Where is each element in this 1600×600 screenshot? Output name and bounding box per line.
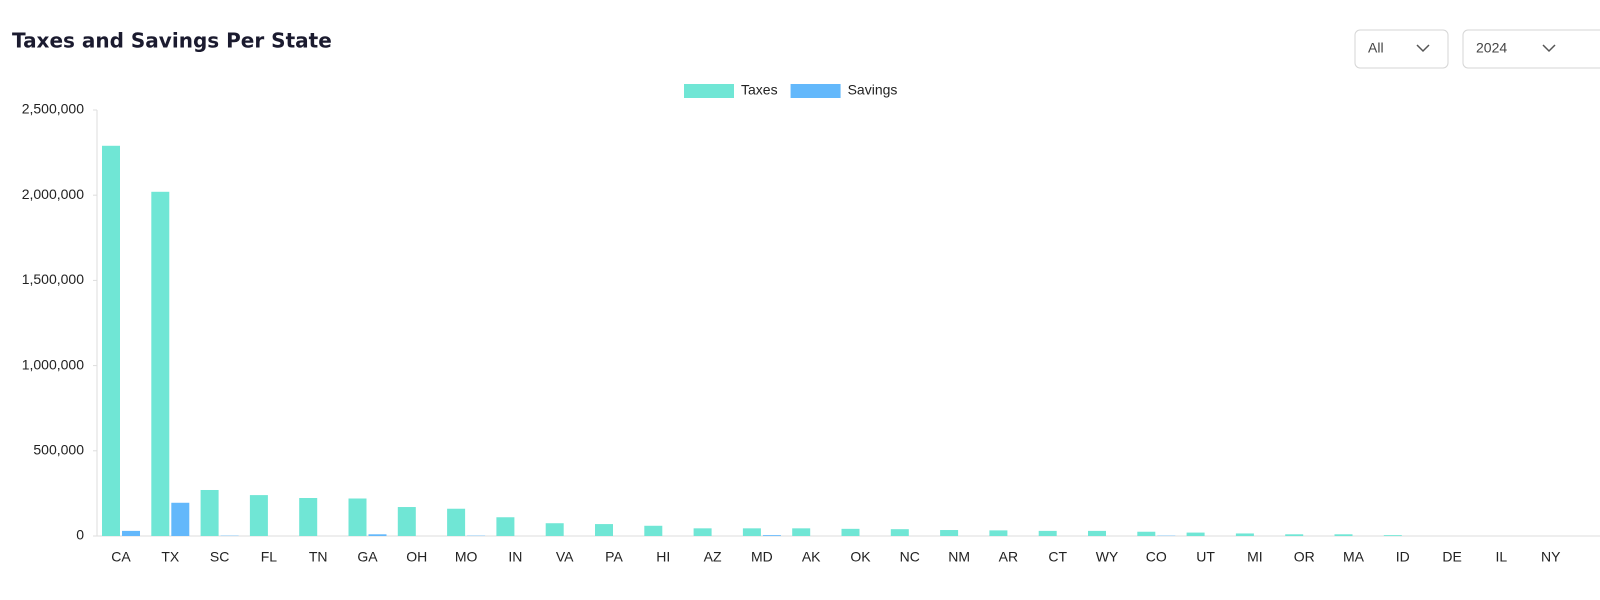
x-tick-label: NM xyxy=(948,549,970,565)
bar xyxy=(841,528,860,536)
x-tick-label: NC xyxy=(900,549,920,565)
x-tick-label: NY xyxy=(1541,549,1561,565)
x-tick-label: AR xyxy=(999,549,1018,565)
bar xyxy=(762,535,781,536)
legend-label: Taxes xyxy=(741,82,778,98)
x-tick-label: CO xyxy=(1146,549,1167,565)
x-tick-label: CA xyxy=(111,549,131,565)
y-tick-label: 2,500,000 xyxy=(22,101,84,117)
legend-swatch xyxy=(790,84,841,98)
x-tick-label: TX xyxy=(161,549,180,565)
bar xyxy=(742,528,761,536)
x-tick-label: MI xyxy=(1247,549,1263,565)
legend-swatch xyxy=(684,84,734,98)
bar xyxy=(890,529,909,536)
bar xyxy=(1088,530,1106,536)
y-tick-label: 1,500,000 xyxy=(22,271,84,287)
legend-label: Savings xyxy=(848,82,898,98)
bar xyxy=(1186,532,1205,536)
x-tick-label: IL xyxy=(1496,549,1508,565)
bar xyxy=(1334,534,1353,536)
x-tick-label: ID xyxy=(1396,549,1410,565)
bar xyxy=(545,523,564,536)
x-tick-label: MD xyxy=(751,549,773,565)
bar xyxy=(397,507,416,536)
bar xyxy=(693,528,712,536)
region-dropdown[interactable]: All xyxy=(1354,29,1449,69)
bar xyxy=(496,517,515,536)
x-tick-label: UT xyxy=(1196,549,1215,565)
bar xyxy=(368,534,387,536)
bar xyxy=(1137,531,1156,536)
bar xyxy=(348,498,367,536)
x-tick-label: AK xyxy=(802,549,821,565)
bar xyxy=(151,191,170,537)
bar xyxy=(122,530,140,536)
x-tick-label: CT xyxy=(1048,549,1067,565)
x-tick-label: DE xyxy=(1442,549,1461,565)
x-tick-label: SC xyxy=(210,549,229,565)
y-tick-label: 1,000,000 xyxy=(22,356,84,372)
y-tick-label: 500,000 xyxy=(33,442,84,458)
x-tick-label: OK xyxy=(850,549,871,565)
x-tick-label: WY xyxy=(1096,549,1119,565)
bar xyxy=(989,530,1008,536)
chevron xyxy=(1416,44,1430,53)
x-tick-label: GA xyxy=(357,549,378,565)
dropdown-box xyxy=(1354,29,1449,69)
y-tick-label: 0 xyxy=(76,527,84,543)
chart-title: Taxes and Savings Per State xyxy=(12,29,332,53)
bar xyxy=(1285,534,1304,536)
year-dropdown[interactable]: 2024 xyxy=(1462,29,1600,69)
x-tick-label: IN xyxy=(508,549,522,565)
x-tick-label: PA xyxy=(605,549,623,565)
bar xyxy=(792,528,811,536)
dropdown-value: All xyxy=(1368,40,1384,56)
y-tick-label: 2,000,000 xyxy=(22,186,84,202)
bar xyxy=(102,145,120,536)
bar xyxy=(200,489,219,536)
x-tick-label: MO xyxy=(455,549,478,565)
x-tick-label: MA xyxy=(1343,549,1365,565)
bar xyxy=(249,495,268,536)
bar xyxy=(1038,530,1057,536)
bar xyxy=(171,502,190,536)
dropdown-value: 2024 xyxy=(1476,40,1507,56)
x-tick-label: AZ xyxy=(704,549,722,565)
bar xyxy=(1383,535,1402,536)
bar xyxy=(940,530,959,536)
bar xyxy=(447,508,466,536)
bar xyxy=(299,498,318,536)
bar xyxy=(1235,533,1254,536)
x-tick-label: OH xyxy=(406,549,427,565)
dropdown-box xyxy=(1462,29,1600,69)
x-tick-label: FL xyxy=(261,549,278,565)
x-tick-label: HI xyxy=(656,549,670,565)
bar xyxy=(595,524,613,536)
bar xyxy=(644,525,663,536)
x-tick-label: TN xyxy=(309,549,328,565)
x-tick-label: OR xyxy=(1294,549,1315,565)
x-tick-label: VA xyxy=(556,549,574,565)
chevron xyxy=(1542,44,1556,53)
